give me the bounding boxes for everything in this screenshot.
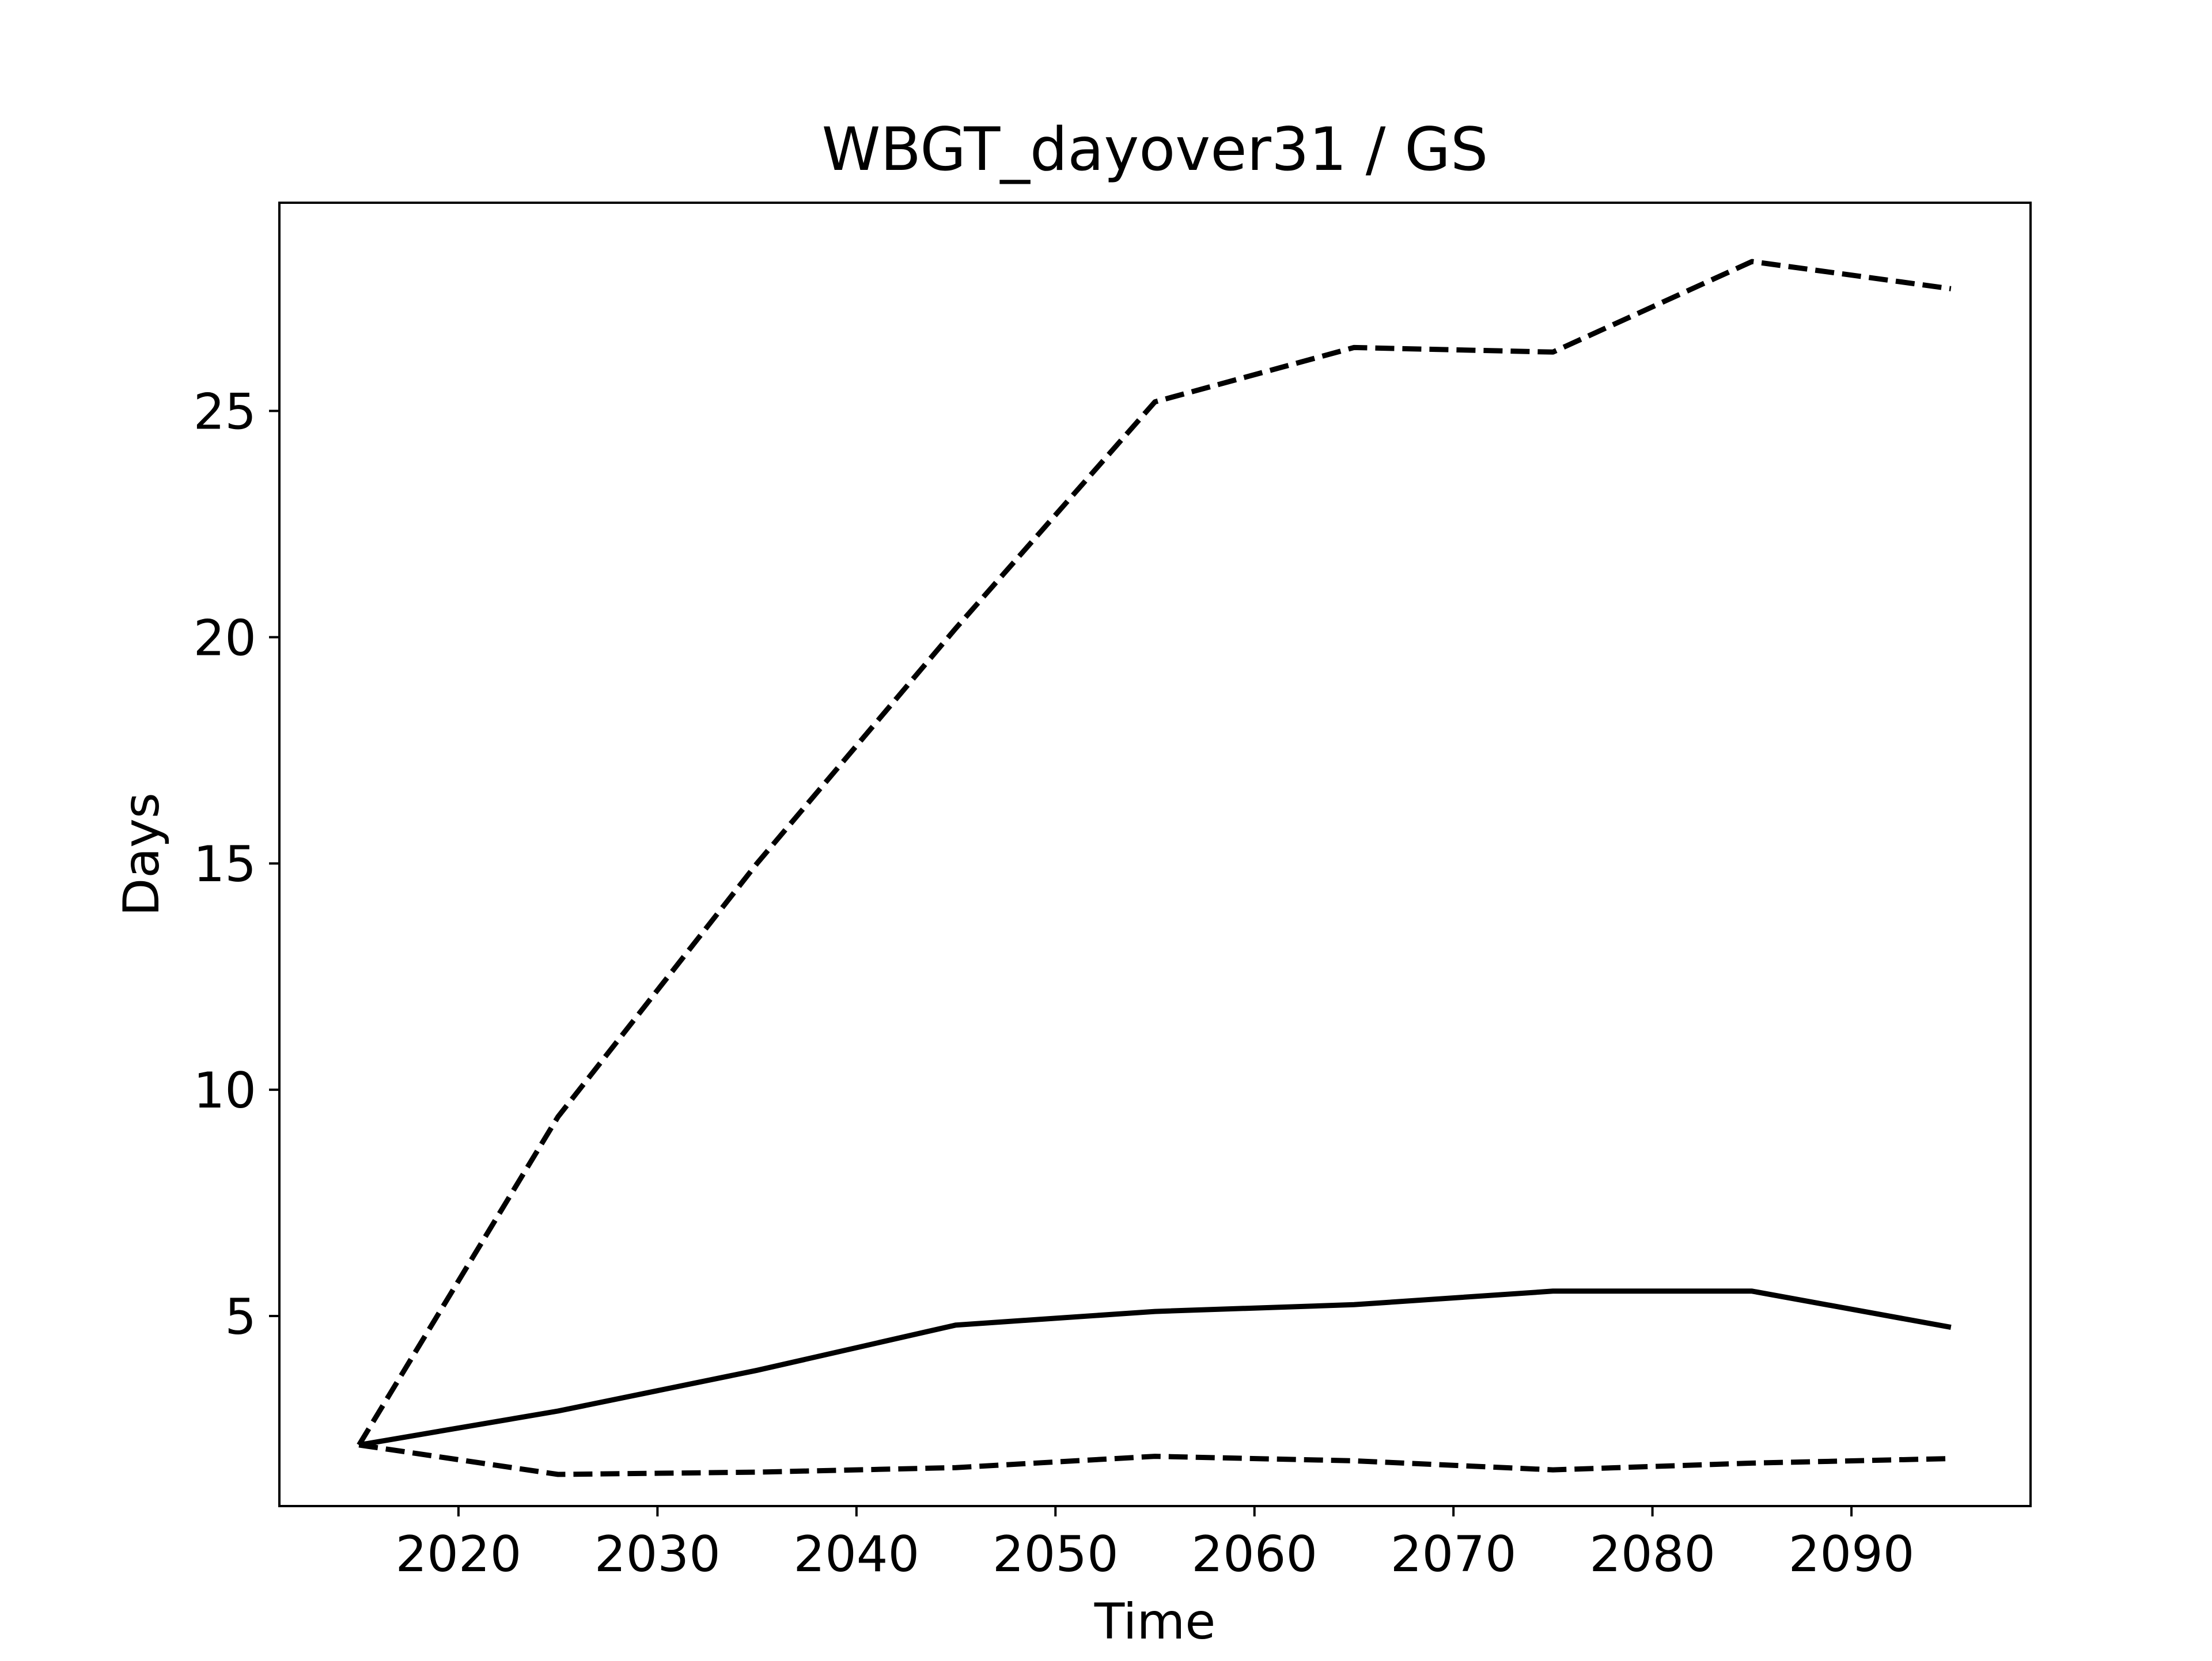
y-tick-label: 25: [194, 383, 256, 441]
x-tick-label: 2090: [1789, 1526, 1915, 1583]
axes: 2020 2030 2040 2050 2060 2070 2080 2090 5 10 15 20 2…: [194, 383, 1915, 1583]
y-tick-label: 15: [194, 836, 256, 893]
x-tick-label: 2070: [1391, 1526, 1517, 1583]
series-line-2: [358, 1288, 1952, 1448]
x-tick-label: 2020: [395, 1526, 521, 1583]
x-tick-label: 2050: [993, 1526, 1119, 1583]
x-tick-label: 2080: [1589, 1526, 1715, 1583]
series-line-1: [357, 259, 1952, 1447]
series-line-3: [358, 1442, 1951, 1477]
x-tick-label: 2030: [594, 1526, 721, 1583]
y-tick-label: 5: [225, 1288, 256, 1346]
chart-title: WBGT_dayover31 / GS: [822, 115, 1488, 184]
x-tick-label: 2060: [1191, 1526, 1317, 1583]
y-tick-label: 20: [194, 609, 256, 667]
y-axis-label: Days: [113, 792, 171, 916]
plot-area: [357, 259, 1952, 1477]
x-tick-label: 2040: [793, 1526, 919, 1583]
x-axis-label: Time: [1094, 1593, 1215, 1651]
y-tick-label: 10: [194, 1062, 256, 1120]
plot-frame: [278, 202, 2032, 1507]
